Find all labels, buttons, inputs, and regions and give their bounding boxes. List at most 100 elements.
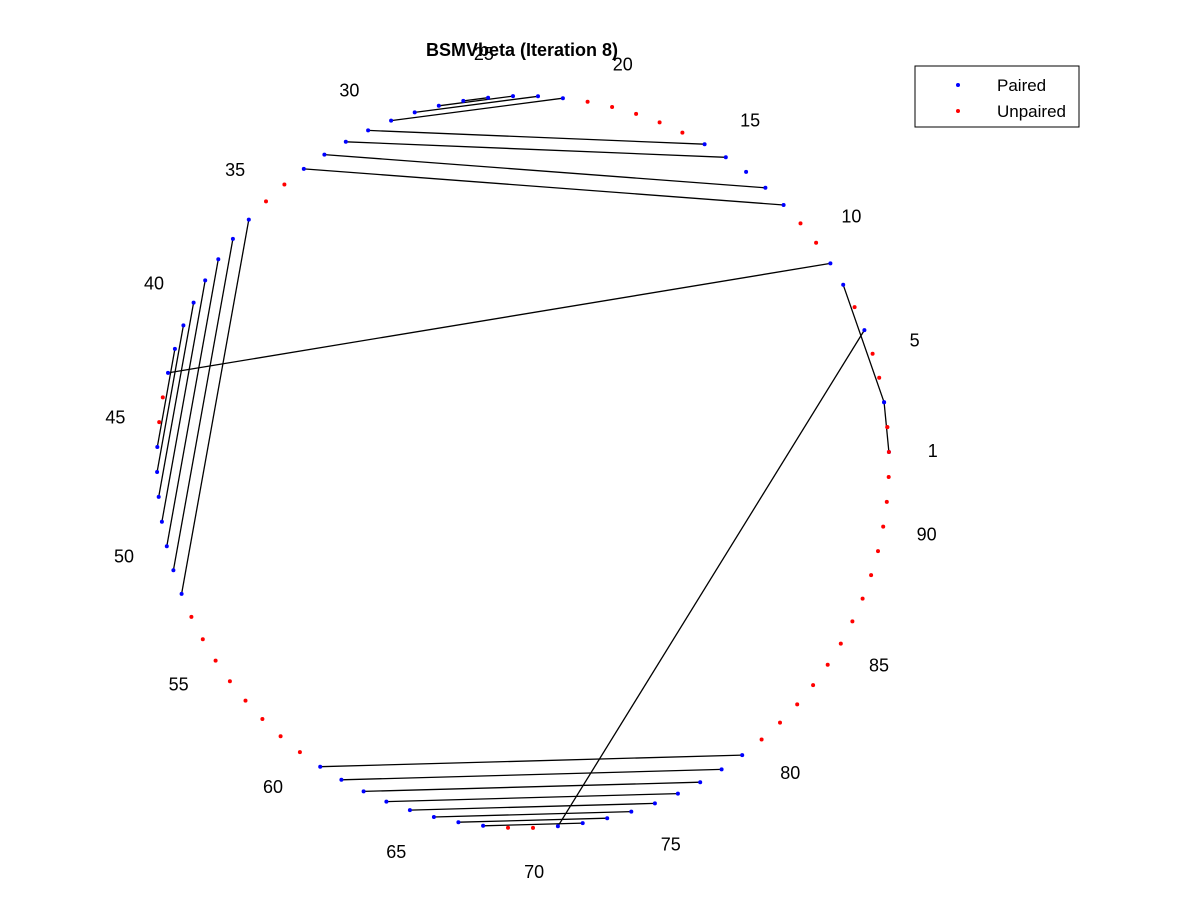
paired-point-43 bbox=[166, 370, 170, 375]
unpaired-point-44 bbox=[160, 395, 165, 400]
unpaired-point-69 bbox=[506, 825, 510, 830]
paired-point-61 bbox=[318, 764, 323, 769]
paired-point-28 bbox=[412, 110, 417, 115]
unpaired-point-19 bbox=[634, 111, 639, 116]
paired-point-37 bbox=[230, 236, 235, 241]
unpaired-point-17 bbox=[680, 130, 685, 135]
pair-line-23-28 bbox=[414, 95, 539, 114]
pair-line-63-77 bbox=[363, 781, 701, 793]
paired-point-22 bbox=[560, 96, 565, 101]
legend-paired-label: Paired bbox=[997, 76, 1046, 95]
position-label-80: 80 bbox=[780, 763, 800, 783]
legend-paired-marker bbox=[956, 83, 960, 87]
pair-line-24-27 bbox=[438, 95, 514, 107]
unpaired-point-53 bbox=[189, 614, 194, 619]
unpaired-point-83 bbox=[811, 683, 816, 688]
pair-line-43-9 bbox=[167, 262, 831, 374]
unpaired-point-7 bbox=[852, 305, 857, 310]
pair-line-15-31 bbox=[345, 141, 726, 158]
paired-point-47 bbox=[155, 470, 160, 474]
unpaired-point-58 bbox=[260, 717, 265, 721]
unpaired-point-81 bbox=[778, 720, 782, 725]
position-label-35: 35 bbox=[225, 160, 245, 180]
legend-unpaired-label: Unpaired bbox=[997, 102, 1066, 121]
paired-point-74 bbox=[629, 809, 634, 814]
paired-point-15 bbox=[723, 155, 728, 160]
chart-title: BSMVbeta (Iteration 8) bbox=[426, 40, 618, 60]
paired-point-64 bbox=[384, 799, 389, 804]
pair-line-68-72 bbox=[483, 822, 583, 827]
paired-point-38 bbox=[216, 257, 221, 262]
pair-line-67-73 bbox=[458, 817, 608, 823]
pair-line-42-46 bbox=[156, 348, 176, 448]
pair-line-16-30 bbox=[368, 129, 705, 145]
position-label-20: 20 bbox=[613, 54, 633, 74]
unpaired-point-4 bbox=[877, 375, 882, 380]
paired-point-25 bbox=[486, 95, 491, 100]
position-label-60: 60 bbox=[263, 777, 283, 797]
pair-line-12-33 bbox=[303, 168, 784, 206]
unpaired-point-87 bbox=[860, 596, 865, 601]
position-label-45: 45 bbox=[105, 407, 125, 427]
position-label-10: 10 bbox=[841, 207, 861, 227]
paired-point-29 bbox=[389, 118, 394, 123]
paired-point-40 bbox=[191, 300, 196, 305]
paired-point-68 bbox=[481, 823, 486, 828]
paired-point-76 bbox=[675, 791, 680, 796]
pair-lines bbox=[156, 95, 890, 827]
paired-point-26 bbox=[461, 98, 466, 103]
paired-point-66 bbox=[431, 815, 436, 819]
unpaired-point-84 bbox=[825, 662, 830, 667]
paired-point-9 bbox=[828, 261, 833, 266]
paired-point-71 bbox=[555, 824, 560, 829]
unpaired-point-11 bbox=[798, 221, 803, 226]
unpaired-point-5 bbox=[870, 351, 875, 356]
paired-point-41 bbox=[181, 323, 186, 328]
unpaired-point-70 bbox=[531, 825, 535, 830]
paired-point-62 bbox=[339, 777, 344, 782]
position-label-75: 75 bbox=[661, 834, 681, 854]
paired-point-46 bbox=[155, 445, 160, 449]
unpaired-point-21 bbox=[585, 99, 590, 104]
pair-line-8-95 bbox=[842, 284, 885, 403]
unpaired-point-91 bbox=[884, 499, 889, 504]
pair-line-22-29 bbox=[391, 97, 563, 122]
unpaired-point-57 bbox=[243, 698, 248, 703]
paired-point-6 bbox=[862, 328, 867, 333]
position-label-90: 90 bbox=[917, 524, 937, 544]
position-label-5: 5 bbox=[910, 331, 920, 351]
unpaired-point-85 bbox=[838, 641, 843, 646]
pair-line-41-47 bbox=[156, 325, 185, 473]
unpaired-point-80 bbox=[759, 737, 764, 742]
unpaired-point-93 bbox=[886, 450, 891, 454]
paired-point-31 bbox=[343, 139, 348, 144]
pair-line-38-50 bbox=[166, 259, 219, 547]
unpaired-point-56 bbox=[227, 679, 232, 684]
paired-point-33 bbox=[301, 166, 306, 171]
paired-point-13 bbox=[763, 185, 768, 190]
paired-point-95 bbox=[882, 400, 887, 405]
legend-box bbox=[914, 65, 1080, 128]
paired-point-30 bbox=[366, 128, 371, 133]
unpaired-point-60 bbox=[297, 750, 302, 755]
unpaired-point-10 bbox=[814, 240, 819, 245]
pair-line-25-26 bbox=[463, 97, 489, 102]
sequence-points bbox=[155, 94, 891, 830]
paired-point-65 bbox=[407, 808, 412, 813]
unpaired-point-89 bbox=[876, 549, 880, 554]
unpaired-point-45 bbox=[157, 420, 162, 425]
paired-point-42 bbox=[172, 346, 177, 351]
paired-point-27 bbox=[436, 103, 441, 108]
position-label-50: 50 bbox=[114, 546, 134, 566]
paired-point-8 bbox=[841, 282, 846, 287]
paired-point-48 bbox=[156, 494, 161, 499]
unpaired-point-82 bbox=[795, 702, 800, 707]
position-label-1: 1 bbox=[928, 441, 938, 461]
pair-line-65-75 bbox=[409, 802, 655, 811]
paired-point-52 bbox=[179, 591, 184, 596]
pair-line-66-74 bbox=[433, 810, 632, 818]
paired-point-14 bbox=[744, 169, 749, 174]
position-label-65: 65 bbox=[386, 842, 406, 862]
